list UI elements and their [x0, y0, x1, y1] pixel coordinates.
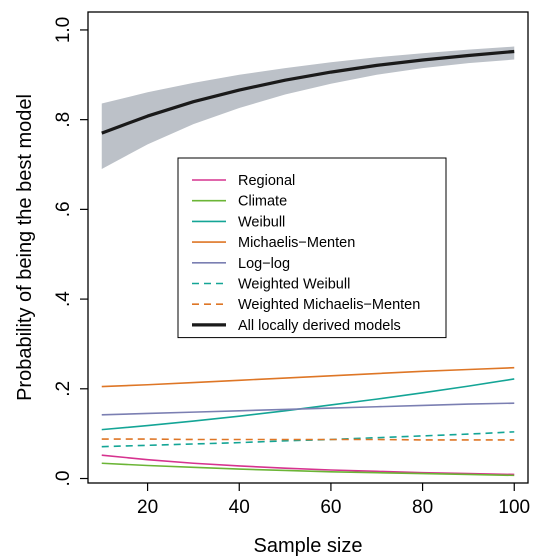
x-tick-label: 60: [320, 497, 341, 518]
x-tick-label: 40: [229, 497, 250, 518]
x-axis: 20 40 60 80 100: [137, 483, 530, 518]
y-tick-label: .6: [53, 201, 74, 217]
series-line-weighted-michaelis-menten: [102, 439, 515, 440]
legend: Regional Climate Weibull Michaelis−Menten Lo…: [178, 158, 446, 338]
y-axis: .0 .2 .4 .6 .8 1.0: [53, 17, 88, 487]
confidence-band-layer: [102, 47, 515, 169]
y-tick-label: .2: [53, 381, 74, 397]
legend-label-log-log: Log−log: [238, 256, 290, 272]
y-tick-label: .0: [53, 471, 74, 487]
y-tick-label: .8: [53, 112, 74, 128]
legend-label-weighted-michaelis-menten: Weighted Michaelis−Menten: [238, 297, 420, 313]
legend-label-weibull: Weibull: [238, 214, 285, 230]
y-tick-label: 1.0: [53, 17, 74, 43]
y-axis-title: Probability of being the best model: [14, 94, 36, 401]
series-line-log-log: [102, 403, 515, 415]
legend-label-climate: Climate: [238, 194, 287, 210]
x-tick-label: 80: [412, 497, 433, 518]
legend-label-weighted-weibull: Weighted Weibull: [238, 277, 350, 293]
x-axis-title: Sample size: [254, 535, 363, 557]
confidence-band: [102, 47, 515, 169]
x-tick-label: 100: [498, 497, 530, 518]
legend-label-michaelis-menten: Michaelis−Menten: [238, 235, 355, 251]
y-tick-label: .4: [53, 291, 74, 307]
x-tick-label: 20: [137, 497, 158, 518]
series-line-michaelis-menten: [102, 368, 515, 387]
legend-label-all-locally-derived-models: All locally derived models: [238, 318, 401, 334]
legend-label-regional: Regional: [238, 173, 295, 189]
